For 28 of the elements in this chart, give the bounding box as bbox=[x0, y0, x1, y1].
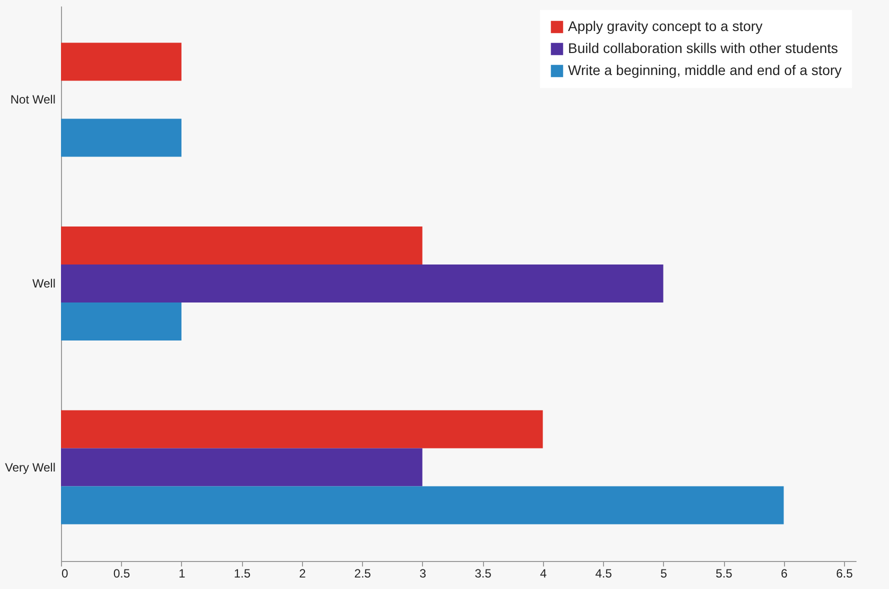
legend-label: Build collaboration skills with other students bbox=[568, 40, 838, 56]
y-tick-label: Not Well bbox=[10, 92, 56, 107]
bar bbox=[61, 42, 182, 81]
bar bbox=[61, 226, 422, 265]
x-tick-label: 1 bbox=[178, 566, 186, 580]
legend-label: Write a beginning, middle and end of a story bbox=[568, 62, 842, 78]
x-tick-label: 0 bbox=[62, 566, 68, 580]
bar bbox=[61, 486, 784, 524]
bar bbox=[61, 118, 182, 157]
bar bbox=[61, 264, 664, 302]
x-tick-label: 2 bbox=[299, 566, 306, 580]
bar bbox=[61, 448, 422, 486]
legend-label: Apply gravity concept to a story bbox=[568, 18, 763, 34]
x-tick-label: 5 bbox=[660, 566, 668, 580]
x-tick-label: 0.5 bbox=[113, 566, 130, 580]
bar bbox=[61, 410, 543, 448]
y-tick-label: Well bbox=[32, 276, 56, 290]
y-tick-label: Very Well bbox=[5, 460, 56, 474]
x-tick-label: 3 bbox=[420, 566, 427, 580]
x-tick-label: 2.5 bbox=[354, 566, 372, 580]
bar bbox=[61, 302, 182, 340]
x-tick-label: 1.5 bbox=[234, 566, 251, 580]
x-tick-label: 4.5 bbox=[595, 566, 612, 580]
x-tick-label: 5.5 bbox=[716, 566, 733, 580]
x-tick-label: 3.5 bbox=[474, 566, 492, 580]
x-tick-label: 6.5 bbox=[836, 566, 854, 580]
x-tick-label: 6 bbox=[780, 566, 788, 580]
x-tick-label: 4 bbox=[540, 566, 547, 580]
